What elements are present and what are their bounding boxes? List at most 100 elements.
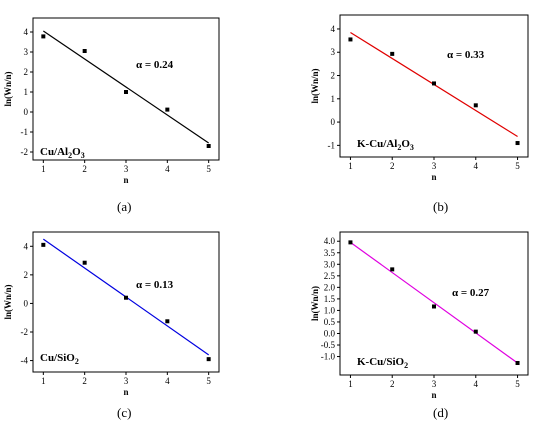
sample-label-subscript: 2 — [68, 151, 72, 160]
x-axis-label: n — [123, 175, 128, 185]
x-tick-label: 3 — [124, 164, 129, 174]
data-point — [206, 144, 211, 148]
sample-label-mid: O — [401, 138, 410, 150]
data-point — [432, 81, 436, 86]
sample-label-base: Cu/SiO — [40, 352, 75, 364]
y-tick-label: -1 — [21, 127, 29, 137]
fit-line — [350, 241, 518, 364]
x-tick-label: 2 — [82, 376, 87, 386]
panel-label: (d) — [433, 405, 448, 420]
y-tick-label: 3.0 — [324, 259, 336, 269]
x-tick-label: 4 — [165, 376, 170, 386]
x-tick-label: 5 — [206, 164, 211, 174]
y-tick-label: -2 — [21, 147, 29, 157]
y-tick-label: 4 — [24, 27, 29, 37]
data-point — [41, 34, 46, 39]
y-tick-label: 1 — [24, 87, 29, 97]
x-axis-label: n — [431, 172, 436, 182]
x-tick-label: 1 — [41, 376, 46, 386]
data-point — [165, 319, 170, 324]
sample-label-base: K-Cu/SiO — [357, 356, 405, 368]
plot-frame — [339, 14, 529, 158]
y-tick-label: 4 — [331, 24, 336, 34]
sample-label: K-Cu/Al2O3 — [357, 138, 414, 152]
alpha-annotation: α = 0.33 — [447, 49, 485, 61]
x-axis-label: n — [431, 390, 436, 400]
x-tick-label: 4 — [474, 161, 479, 171]
sample-label-subscript: 3 — [410, 143, 414, 152]
x-tick-label: 5 — [515, 161, 520, 171]
x-tick-label: 1 — [41, 164, 46, 174]
y-tick-label: 3 — [331, 47, 336, 57]
x-tick-label: 3 — [124, 376, 129, 386]
data-point — [390, 267, 395, 272]
sample-label-mid: O — [72, 146, 81, 158]
y-tick-label: 4.0 — [324, 236, 336, 246]
x-tick-label: 4 — [474, 379, 479, 389]
plot-frame — [32, 17, 220, 161]
y-tick-label: 0.5 — [324, 317, 336, 327]
x-tick-label: 3 — [432, 379, 437, 389]
y-tick-label: 3 — [24, 47, 29, 57]
data-point — [515, 361, 520, 366]
y-axis-label: ln(Wn/n) — [310, 68, 320, 103]
sample-label-subscript: 2 — [397, 143, 401, 152]
alpha-annotation: α = 0.27 — [452, 287, 490, 299]
y-tick-label: 3.5 — [324, 248, 336, 258]
sample-label: K-Cu/SiO2 — [357, 356, 408, 370]
y-tick-label: 0 — [24, 107, 29, 117]
y-axis-label: ln(Wn/n) — [3, 71, 13, 106]
sample-label: Cu/SiO2 — [40, 352, 79, 366]
y-tick-label: -1.0 — [321, 352, 336, 362]
data-point — [515, 141, 520, 146]
y-axis-label: ln(Wn/n) — [310, 286, 320, 321]
y-tick-label: 2 — [24, 270, 29, 280]
x-tick-label: 4 — [165, 164, 170, 174]
sample-label-base: K-Cu/Al — [357, 138, 397, 150]
x-tick-label: 2 — [390, 379, 395, 389]
x-tick-label: 1 — [348, 161, 353, 171]
data-point — [348, 37, 353, 42]
data-point — [124, 90, 128, 94]
y-tick-label: 1.5 — [324, 294, 336, 304]
y-tick-label: 4 — [24, 241, 29, 251]
y-tick-label: 2 — [24, 67, 29, 77]
data-point — [473, 329, 478, 334]
panel-label: (c) — [117, 405, 131, 420]
x-axis-label: n — [123, 387, 128, 397]
plot-frame — [339, 231, 529, 376]
sample-label-base: Cu/Al — [40, 146, 68, 158]
data-point — [348, 240, 353, 245]
y-tick-label: -1 — [328, 140, 336, 150]
y-tick-label: 2.0 — [324, 282, 336, 292]
sample-label-subscript: 2 — [404, 361, 408, 370]
x-tick-label: 3 — [432, 161, 437, 171]
x-tick-label: 2 — [82, 164, 87, 174]
data-point — [165, 107, 170, 112]
y-tick-label: 1.0 — [324, 305, 336, 315]
alpha-annotation: α = 0.24 — [136, 59, 174, 71]
data-point — [473, 103, 478, 108]
y-tick-label: 2.5 — [324, 271, 336, 281]
data-point — [82, 260, 87, 265]
plot-frame — [32, 231, 220, 373]
x-tick-label: 2 — [390, 161, 395, 171]
sample-label-subscript: 3 — [81, 151, 85, 160]
x-tick-label: 1 — [348, 379, 353, 389]
y-axis-label: ln(Wn/n) — [3, 284, 13, 319]
data-point — [390, 51, 395, 56]
y-tick-label: -2 — [21, 327, 29, 337]
y-tick-label: 0 — [331, 117, 336, 127]
x-tick-label: 5 — [206, 376, 211, 386]
panel-label: (a) — [117, 199, 131, 214]
data-point — [124, 295, 128, 300]
fit-line — [42, 30, 210, 144]
y-tick-label: -4 — [21, 356, 29, 366]
y-tick-label: 0.0 — [324, 328, 336, 338]
y-tick-label: 1 — [331, 94, 336, 104]
y-tick-label: 0 — [24, 298, 29, 308]
x-tick-label: 5 — [515, 379, 520, 389]
